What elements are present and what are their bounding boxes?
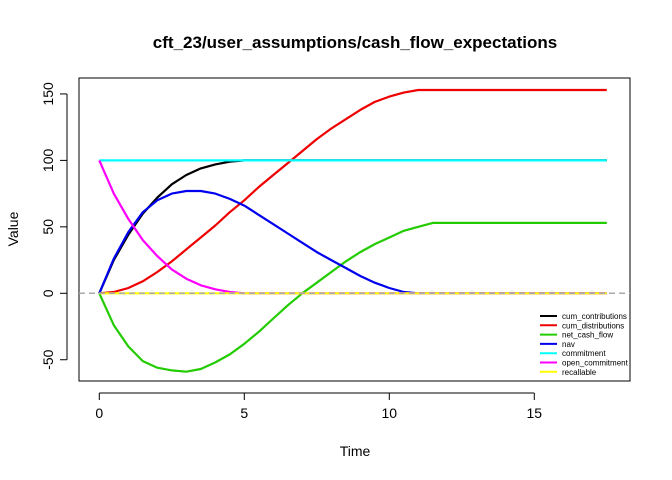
x-axis-label: Time [340,443,371,459]
x-tick-label: 5 [240,405,248,421]
legend-label: recallable [562,368,597,377]
y-tick-label: 100 [40,149,56,173]
plot-area: cum_contributionscum_distributionsnet_ca… [78,77,631,382]
legend-label: cum_distributions [562,321,624,330]
y-axis: -50 0 50 100 150 [40,82,68,370]
y-tick-label: -50 [40,349,56,369]
x-tick-label: 0 [95,405,103,421]
legend-label: commitment [562,349,606,358]
legend: cum_contributionscum_distributionsnet_ca… [540,312,629,377]
series-line-open-commitment [98,159,607,295]
series-layer [98,88,607,373]
x-tick-label: 10 [382,405,398,421]
chart-title: cft_23/user_assumptions/cash_flow_expect… [153,33,557,52]
series-line-net-cash-flow [98,221,607,373]
legend-label: cum_contributions [562,312,627,321]
plot-frame [78,77,631,382]
y-tick-label: 150 [40,82,56,106]
series-line-cum-distributions [99,88,607,295]
x-tick-label: 15 [527,405,543,421]
x-axis: 0 5 10 15 [95,392,543,421]
legend-label: net_cash_flow [562,331,613,340]
legend-label: nav [562,340,575,349]
y-tick-label: 50 [40,219,56,235]
y-tick-label: 0 [40,289,56,297]
series-line-nav [98,189,607,295]
series-line-cum-contributions [98,159,607,294]
y-axis-label: Value [5,211,21,246]
legend-label: open_commitment [562,359,629,368]
